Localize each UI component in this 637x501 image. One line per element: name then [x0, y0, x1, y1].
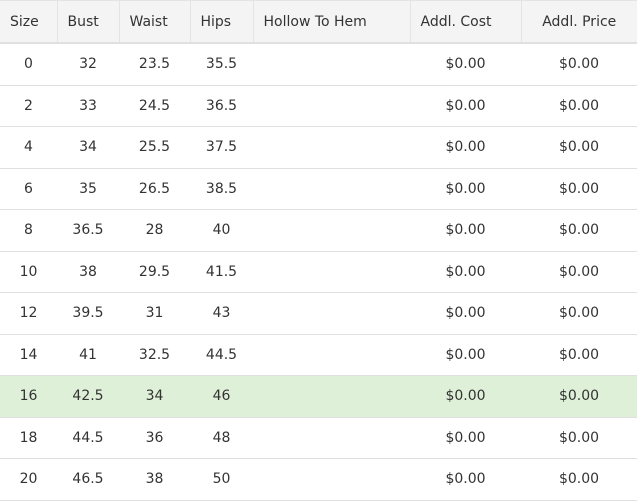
cell-bust: 44.5: [57, 417, 119, 459]
header-hips: Hips: [190, 0, 254, 44]
cell-price: $0.00: [521, 375, 637, 418]
header-waist: Waist: [119, 0, 191, 44]
cell-hips: 35.5: [190, 43, 253, 86]
cell-size: 0: [0, 43, 57, 86]
header-addl-cost: Addl. Cost: [410, 0, 522, 44]
cell-bust: 42.5: [57, 375, 119, 418]
cell-waist: 29.5: [119, 251, 190, 293]
cell-waist: 25.5: [119, 126, 190, 169]
cell-cost: $0.00: [410, 334, 521, 376]
cell-price: $0.00: [521, 43, 637, 86]
cell-waist: 24.5: [119, 85, 190, 127]
cell-cost: $0.00: [410, 43, 521, 86]
table-row[interactable]: 18 44.5 36 48 $0.00 $0.00: [0, 417, 637, 459]
cell-price: $0.00: [521, 417, 637, 459]
table-row[interactable]: 10 38 29.5 41.5 $0.00 $0.00: [0, 251, 637, 293]
cell-cost: $0.00: [410, 85, 521, 127]
cell-price: $0.00: [521, 251, 637, 293]
cell-hips: 40: [190, 209, 253, 252]
cell-size: 2: [0, 85, 57, 127]
cell-hips: 43: [190, 292, 253, 335]
cell-waist: 23.5: [119, 43, 190, 86]
cell-hips: 48: [190, 417, 253, 459]
header-size: Size: [0, 0, 58, 44]
table-row[interactable]: 16 42.5 34 46 $0.00 $0.00: [0, 375, 637, 418]
table-row[interactable]: 8 36.5 28 40 $0.00 $0.00: [0, 209, 637, 252]
table-row[interactable]: 12 39.5 31 43 $0.00 $0.00: [0, 292, 637, 335]
cell-cost: $0.00: [410, 126, 521, 169]
header-addl-price: Addl. Price: [521, 0, 637, 44]
cell-hollow: [253, 168, 410, 210]
cell-waist: 38: [119, 458, 190, 501]
cell-waist: 28: [119, 209, 190, 252]
table-row[interactable]: 6 35 26.5 38.5 $0.00 $0.00: [0, 168, 637, 210]
cell-cost: $0.00: [410, 209, 521, 252]
table-row[interactable]: 4 34 25.5 37.5 $0.00 $0.00: [0, 126, 637, 169]
cell-price: $0.00: [521, 85, 637, 127]
cell-cost: $0.00: [410, 292, 521, 335]
cell-hips: 38.5: [190, 168, 253, 210]
cell-waist: 32.5: [119, 334, 190, 376]
cell-price: $0.00: [521, 209, 637, 252]
cell-size: 10: [0, 251, 57, 293]
table-row[interactable]: 0 32 23.5 35.5 $0.00 $0.00: [0, 43, 637, 86]
cell-size: 12: [0, 292, 57, 335]
cell-bust: 36.5: [57, 209, 119, 252]
cell-waist: 36: [119, 417, 190, 459]
cell-price: $0.00: [521, 126, 637, 169]
cell-hollow: [253, 417, 410, 459]
cell-bust: 38: [57, 251, 119, 293]
cell-hollow: [253, 334, 410, 376]
cell-size: 8: [0, 209, 57, 252]
cell-cost: $0.00: [410, 375, 521, 418]
cell-hips: 36.5: [190, 85, 253, 127]
cell-price: $0.00: [521, 292, 637, 335]
cell-waist: 34: [119, 375, 190, 418]
cell-size: 18: [0, 417, 57, 459]
cell-hips: 46: [190, 375, 253, 418]
cell-hollow: [253, 43, 410, 86]
cell-size: 4: [0, 126, 57, 169]
cell-bust: 35: [57, 168, 119, 210]
cell-size: 14: [0, 334, 57, 376]
table-row[interactable]: 2 33 24.5 36.5 $0.00 $0.00: [0, 85, 637, 127]
cell-hips: 41.5: [190, 251, 253, 293]
cell-bust: 39.5: [57, 292, 119, 335]
cell-cost: $0.00: [410, 251, 521, 293]
cell-waist: 31: [119, 292, 190, 335]
cell-size: 6: [0, 168, 57, 210]
cell-bust: 33: [57, 85, 119, 127]
cell-hips: 44.5: [190, 334, 253, 376]
cell-bust: 32: [57, 43, 119, 86]
cell-hollow: [253, 126, 410, 169]
table-row[interactable]: 20 46.5 38 50 $0.00 $0.00: [0, 458, 637, 501]
cell-size: 20: [0, 458, 57, 501]
cell-hips: 37.5: [190, 126, 253, 169]
cell-cost: $0.00: [410, 168, 521, 210]
cell-price: $0.00: [521, 458, 637, 501]
cell-price: $0.00: [521, 334, 637, 376]
cell-bust: 46.5: [57, 458, 119, 501]
cell-hollow: [253, 85, 410, 127]
cell-cost: $0.00: [410, 417, 521, 459]
header-bust: Bust: [57, 0, 120, 44]
cell-hollow: [253, 251, 410, 293]
header-row: Size Bust Waist Hips Hollow To Hem Addl.…: [0, 0, 637, 44]
header-hollow-to-hem: Hollow To Hem: [253, 0, 411, 44]
cell-hollow: [253, 458, 410, 501]
cell-price: $0.00: [521, 168, 637, 210]
cell-hollow: [253, 375, 410, 418]
table-row[interactable]: 14 41 32.5 44.5 $0.00 $0.00: [0, 334, 637, 376]
cell-hips: 50: [190, 458, 253, 501]
cell-waist: 26.5: [119, 168, 190, 210]
cell-hollow: [253, 209, 410, 252]
cell-cost: $0.00: [410, 458, 521, 501]
cell-bust: 41: [57, 334, 119, 376]
cell-size: 16: [0, 375, 57, 418]
cell-hollow: [253, 292, 410, 335]
cell-bust: 34: [57, 126, 119, 169]
